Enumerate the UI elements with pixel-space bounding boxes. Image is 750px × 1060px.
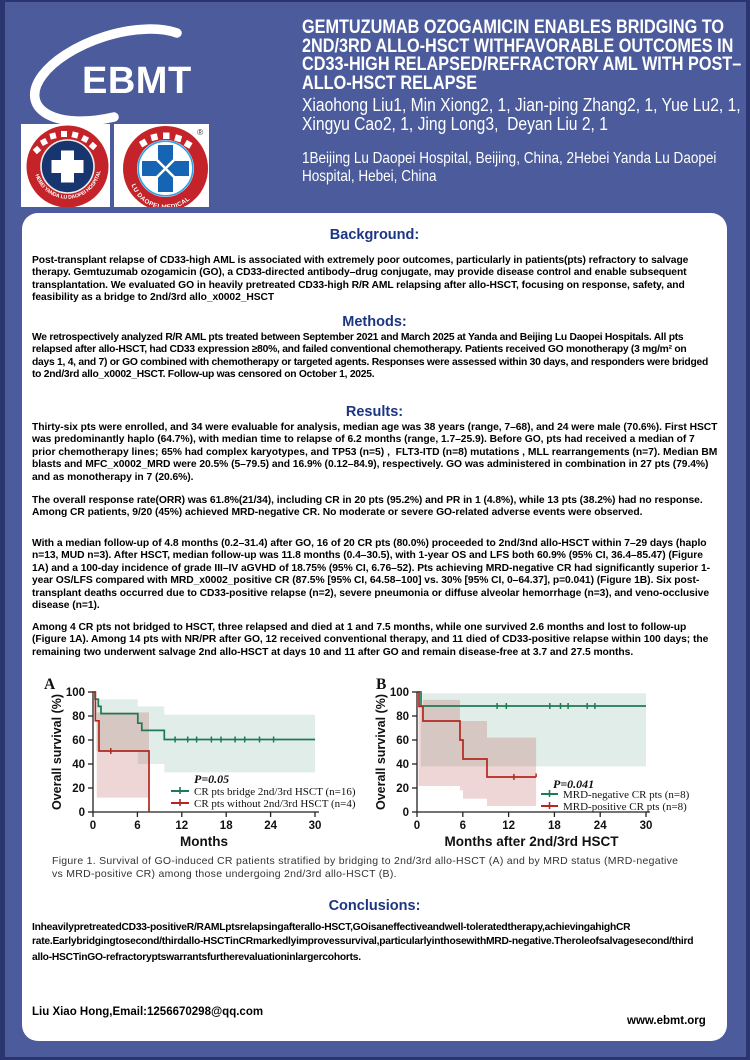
svg-text:60: 60 bbox=[396, 735, 409, 747]
svg-text:CR pts bridge 2nd/3rd HSCT (n=: CR pts bridge 2nd/3rd HSCT (n=16) bbox=[194, 786, 356, 798]
svg-text:6: 6 bbox=[460, 820, 466, 832]
svg-text:18: 18 bbox=[548, 820, 561, 832]
svg-text:24: 24 bbox=[264, 820, 277, 832]
svg-text:P=0.05: P=0.05 bbox=[194, 772, 229, 786]
svg-text:®: ® bbox=[197, 127, 204, 137]
svg-text:MRD-positive CR pts (n=8): MRD-positive CR pts (n=8) bbox=[563, 801, 687, 813]
svg-text:40: 40 bbox=[396, 759, 409, 771]
svg-text:A: A bbox=[44, 676, 56, 693]
svg-text:6: 6 bbox=[134, 820, 140, 832]
svg-text:Overall survival (%): Overall survival (%) bbox=[374, 694, 388, 810]
svg-text:Overall survival (%): Overall survival (%) bbox=[50, 694, 64, 810]
svg-text:30: 30 bbox=[640, 820, 653, 832]
svg-text:60: 60 bbox=[72, 735, 85, 747]
svg-text:18: 18 bbox=[220, 820, 233, 832]
svg-text:B: B bbox=[376, 676, 386, 693]
svg-text:100: 100 bbox=[66, 687, 85, 699]
svg-text:0: 0 bbox=[414, 820, 420, 832]
svg-text:12: 12 bbox=[502, 820, 515, 832]
svg-text:20: 20 bbox=[396, 783, 409, 795]
svg-text:MRD-negative CR pts (n=8): MRD-negative CR pts (n=8) bbox=[563, 789, 690, 801]
svg-text:100: 100 bbox=[390, 687, 409, 699]
svg-text:0: 0 bbox=[90, 820, 96, 832]
svg-text:30: 30 bbox=[309, 820, 322, 832]
svg-text:P=0.041: P=0.041 bbox=[553, 777, 594, 791]
svg-text:0: 0 bbox=[403, 807, 409, 819]
svg-text:Months: Months bbox=[180, 834, 228, 849]
svg-text:24: 24 bbox=[594, 820, 607, 832]
svg-text:40: 40 bbox=[72, 759, 85, 771]
svg-text:80: 80 bbox=[396, 711, 409, 723]
svg-text:20: 20 bbox=[72, 783, 85, 795]
svg-text:CR pts without 2nd/3rd HSCT (n: CR pts without 2nd/3rd HSCT (n=4) bbox=[194, 798, 356, 810]
svg-text:Months after 2nd/3rd HSCT: Months after 2nd/3rd HSCT bbox=[444, 834, 619, 849]
svg-text:12: 12 bbox=[175, 820, 188, 832]
svg-text:80: 80 bbox=[72, 711, 85, 723]
svg-text:0: 0 bbox=[79, 807, 85, 819]
